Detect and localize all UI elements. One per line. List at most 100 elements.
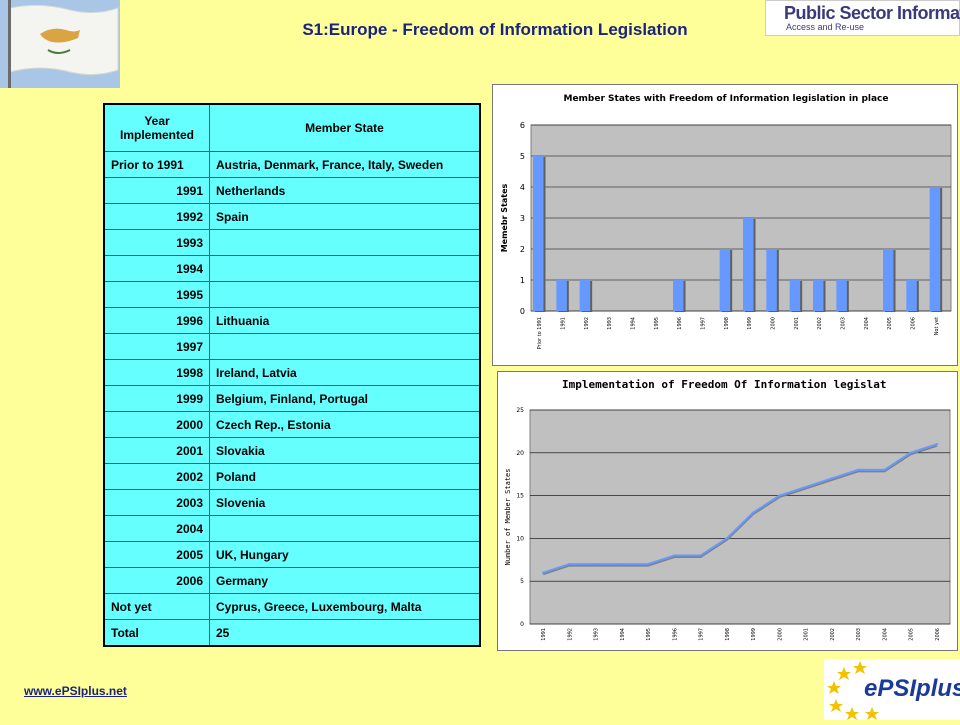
x-tick-label: Not yet	[934, 317, 940, 335]
stars-icon	[827, 661, 879, 720]
series-line-shadow	[542, 444, 938, 576]
y-tick-label: 3	[520, 214, 525, 223]
table-header-row: Year Implemented Member State	[103, 103, 481, 152]
header-year: Year Implemented	[103, 103, 210, 152]
member-state-cell	[209, 333, 481, 360]
member-state-cell	[209, 229, 481, 256]
x-tick-label: 1999	[747, 317, 753, 330]
bar	[883, 249, 894, 311]
y-axis-label: Memebr States	[500, 183, 509, 252]
y-tick-label: 2	[520, 245, 525, 254]
table-row: Not yet Cyprus, Greece, Luxembourg, Malta	[103, 593, 481, 620]
line-chart-panel: Implementation of Freedom Of Information…	[497, 371, 958, 651]
x-tick-label: Prior to 1991	[537, 317, 543, 349]
bar	[743, 218, 754, 311]
table-row: 2006 Germany	[103, 567, 481, 594]
website-link[interactable]: www.ePSIplus.net	[24, 684, 127, 698]
x-tick-label: 1991	[541, 628, 547, 641]
x-tick-label: 1994	[631, 317, 637, 330]
psi-logo-subtitle: Access and Re-use	[786, 22, 865, 32]
table-row: 1992 Spain	[103, 203, 481, 230]
member-state-cell: Belgium, Finland, Portugal	[209, 385, 481, 412]
bar	[929, 187, 941, 311]
y-tick-label: 6	[520, 121, 525, 130]
year-cell: 1992	[103, 203, 210, 230]
x-tick-label: 1996	[677, 317, 683, 330]
year-cell: 2005	[103, 541, 210, 568]
year-cell: 1995	[103, 281, 210, 308]
cyprus-flag-image	[0, 0, 120, 88]
year-cell: 2002	[103, 463, 210, 490]
member-state-cell: Germany	[209, 567, 481, 594]
member-state-cell: Poland	[209, 463, 481, 490]
member-state-cell: Czech Rep., Estonia	[209, 411, 481, 438]
bar	[556, 280, 567, 311]
year-cell: 1993	[103, 229, 210, 256]
x-tick-label: 2005	[909, 628, 915, 641]
x-tick-label: 2000	[771, 317, 777, 330]
member-state-cell: Ireland, Latvia	[209, 359, 481, 386]
member-state-cell	[209, 515, 481, 542]
x-tick-label: 1997	[699, 628, 705, 641]
member-state-cell: UK, Hungary	[209, 541, 481, 568]
bar	[836, 280, 847, 311]
year-cell: 1996	[103, 307, 210, 334]
table-row: 2005 UK, Hungary	[103, 541, 481, 568]
table-row: 1999 Belgium, Finland, Portugal	[103, 385, 481, 412]
x-tick-label: 2003	[856, 628, 862, 641]
y-tick-label: 0	[520, 621, 524, 628]
bar	[673, 280, 684, 311]
x-tick-label: 2001	[794, 317, 800, 330]
year-cell: 2006	[103, 567, 210, 594]
y-tick-label: 1	[520, 276, 525, 285]
table-row: Prior to 1991 Austria, Denmark, France, I…	[103, 151, 481, 178]
year-cell: Not yet	[103, 593, 210, 620]
x-tick-label: 1993	[594, 628, 600, 641]
table-row: Total 25	[103, 619, 481, 647]
bar	[813, 280, 824, 311]
bar	[766, 249, 777, 311]
table-row: 2004	[103, 515, 481, 542]
table-body: Prior to 1991 Austria, Denmark, France, I…	[103, 151, 481, 647]
member-state-cell: Slovakia	[209, 437, 481, 464]
psi-logo-title: Public Sector Information	[784, 3, 960, 23]
table-row: 1998 Ireland, Latvia	[103, 359, 481, 386]
x-tick-label: 1998	[724, 317, 730, 330]
y-tick-label: 20	[516, 450, 524, 457]
x-tick-label: 1998	[725, 628, 731, 641]
x-tick-label: 1996	[672, 628, 678, 641]
line-chart: Implementation of Freedom Of Information…	[504, 378, 951, 641]
y-tick-label: 15	[516, 493, 524, 500]
header-member-state: Member State	[209, 103, 481, 152]
year-cell: 1999	[103, 385, 210, 412]
x-tick-label: 1993	[607, 317, 613, 330]
chart-title: Member States with Freedom of Informatio…	[563, 94, 888, 104]
x-tick-label: 2003	[841, 317, 847, 330]
epsiplus-logo: ePSIplus	[824, 659, 960, 720]
member-state-cell	[209, 255, 481, 282]
y-tick-label: 0	[520, 307, 525, 316]
table-row: 2002 Poland	[103, 463, 481, 490]
x-tick-label: 1992	[567, 628, 573, 641]
chart-title: Implementation of Freedom Of Information…	[562, 378, 887, 391]
member-state-cell: Lithuania	[209, 307, 481, 334]
x-tick-label: 2005	[887, 317, 893, 330]
bar-chart-panel: Member States with Freedom of Informatio…	[492, 84, 958, 366]
x-tick-label: 2006	[911, 317, 917, 330]
table-row: 2001 Slovakia	[103, 437, 481, 464]
bar	[719, 249, 731, 311]
member-state-cell: Spain	[209, 203, 481, 230]
year-cell: 1998	[103, 359, 210, 386]
x-tick-label: 2004	[864, 317, 870, 330]
bar-chart: Member States with Freedom of Informatio…	[500, 94, 952, 349]
y-tick-label: 25	[516, 407, 524, 414]
bar	[533, 156, 544, 311]
table-row: 1994	[103, 255, 481, 282]
x-tick-label: 2006	[935, 628, 941, 641]
x-tick-label: 2000	[777, 628, 783, 641]
year-cell: Total	[103, 619, 210, 647]
year-cell: 1994	[103, 255, 210, 282]
member-state-cell: Slovenia	[209, 489, 481, 516]
x-tick-label: 1999	[751, 628, 757, 641]
x-tick-label: 1995	[646, 628, 652, 641]
